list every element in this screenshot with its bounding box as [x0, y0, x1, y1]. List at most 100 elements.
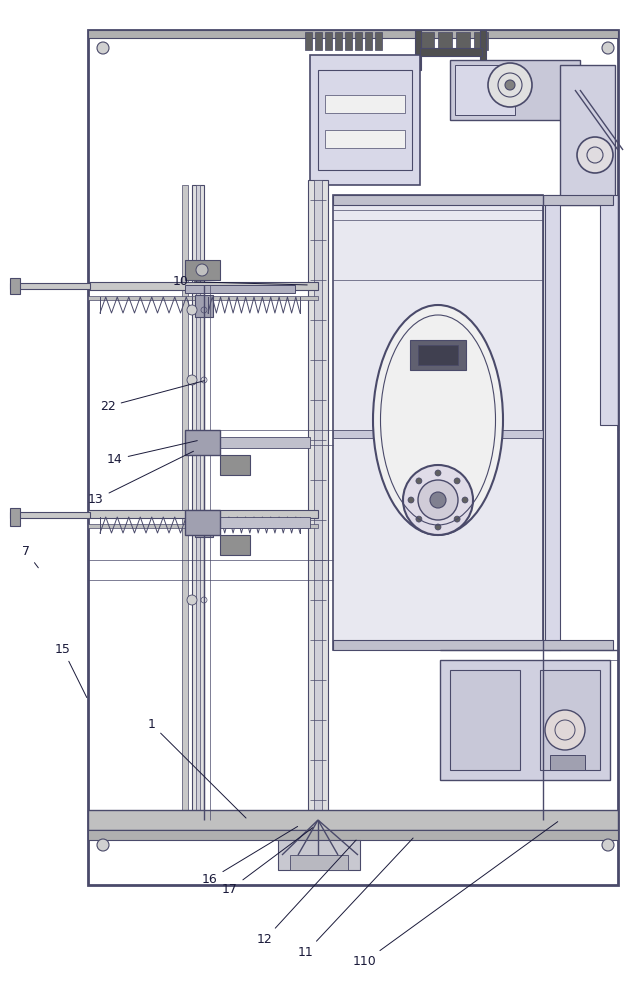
- Bar: [333, 430, 543, 438]
- Circle shape: [408, 497, 414, 503]
- Bar: [418, 345, 458, 365]
- Circle shape: [505, 80, 515, 90]
- Circle shape: [97, 42, 109, 54]
- Bar: [305, 32, 312, 50]
- Bar: [220, 517, 310, 528]
- Bar: [185, 285, 295, 293]
- Bar: [318, 70, 412, 170]
- Bar: [335, 32, 342, 50]
- Bar: [456, 32, 470, 50]
- Bar: [310, 55, 420, 185]
- Text: 15: 15: [55, 643, 87, 698]
- Text: 110: 110: [353, 822, 557, 968]
- Circle shape: [454, 478, 460, 484]
- Bar: [10, 512, 90, 518]
- Bar: [10, 278, 20, 294]
- Circle shape: [435, 524, 441, 530]
- Bar: [185, 510, 220, 535]
- Bar: [88, 830, 618, 840]
- Bar: [88, 510, 318, 518]
- Bar: [474, 32, 488, 50]
- Bar: [10, 283, 90, 289]
- Bar: [88, 282, 318, 290]
- Text: 7: 7: [22, 545, 39, 568]
- Bar: [290, 855, 348, 870]
- Text: 10: 10: [173, 275, 307, 288]
- Bar: [410, 340, 466, 370]
- Bar: [88, 810, 618, 830]
- Text: 16: 16: [202, 826, 298, 886]
- Text: 22: 22: [100, 381, 204, 413]
- Bar: [88, 296, 318, 300]
- Bar: [333, 640, 613, 650]
- Bar: [185, 260, 220, 280]
- Bar: [220, 535, 250, 555]
- Text: 17: 17: [222, 828, 312, 896]
- Bar: [375, 32, 382, 50]
- Circle shape: [488, 63, 532, 107]
- Bar: [196, 185, 200, 825]
- Bar: [325, 130, 405, 148]
- Text: 13: 13: [88, 451, 194, 506]
- Bar: [220, 437, 310, 448]
- Circle shape: [416, 516, 422, 522]
- Circle shape: [196, 264, 208, 276]
- Bar: [540, 670, 600, 770]
- Bar: [560, 65, 615, 205]
- Text: 12: 12: [257, 840, 356, 946]
- Circle shape: [602, 839, 614, 851]
- Circle shape: [435, 470, 441, 476]
- Bar: [550, 755, 585, 770]
- Bar: [440, 660, 610, 780]
- Bar: [450, 670, 520, 770]
- Circle shape: [187, 525, 197, 535]
- Circle shape: [418, 480, 458, 520]
- Bar: [10, 508, 20, 526]
- Bar: [88, 524, 318, 528]
- Circle shape: [454, 516, 460, 522]
- Bar: [308, 180, 328, 820]
- Bar: [182, 185, 188, 825]
- Bar: [355, 32, 362, 50]
- Text: 1: 1: [148, 718, 246, 818]
- Bar: [345, 32, 352, 50]
- Bar: [88, 30, 618, 885]
- Bar: [315, 32, 322, 50]
- Circle shape: [430, 492, 446, 508]
- Circle shape: [602, 42, 614, 54]
- Bar: [365, 32, 372, 50]
- Circle shape: [403, 465, 473, 535]
- Circle shape: [187, 445, 197, 455]
- Bar: [278, 840, 360, 870]
- Circle shape: [97, 839, 109, 851]
- Circle shape: [187, 305, 197, 315]
- Ellipse shape: [373, 305, 503, 535]
- Bar: [333, 195, 613, 205]
- Circle shape: [187, 375, 197, 385]
- Bar: [195, 515, 213, 537]
- Bar: [420, 32, 434, 50]
- Bar: [88, 30, 618, 38]
- Bar: [600, 195, 618, 425]
- Circle shape: [577, 137, 613, 173]
- Bar: [325, 95, 405, 113]
- Text: 11: 11: [298, 838, 413, 959]
- Bar: [455, 65, 515, 115]
- Bar: [545, 195, 560, 650]
- Bar: [220, 455, 250, 475]
- Text: 14: 14: [107, 441, 197, 466]
- Bar: [314, 180, 322, 820]
- Circle shape: [462, 497, 468, 503]
- Bar: [420, 48, 482, 56]
- Circle shape: [545, 710, 585, 750]
- Bar: [195, 295, 213, 317]
- Bar: [192, 185, 204, 825]
- Circle shape: [187, 595, 197, 605]
- Bar: [438, 32, 452, 50]
- Bar: [325, 32, 332, 50]
- Bar: [333, 195, 543, 650]
- Bar: [480, 30, 486, 70]
- Bar: [185, 430, 220, 455]
- Bar: [450, 60, 580, 120]
- Circle shape: [416, 478, 422, 484]
